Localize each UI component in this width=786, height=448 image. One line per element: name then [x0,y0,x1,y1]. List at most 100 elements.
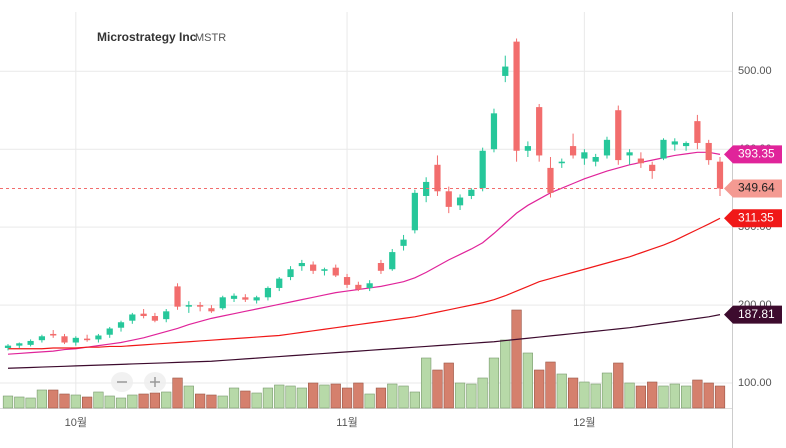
zoom-controls[interactable] [111,372,166,392]
candle-body [558,161,565,164]
candle-body [61,336,68,343]
volume-bar [172,377,183,409]
candle-body [716,161,724,189]
volume-bar [432,369,443,409]
candle-body [106,328,113,335]
price-flag [724,305,782,324]
volume-bar [579,381,590,409]
volume-bar [421,357,432,409]
candle-body [434,164,441,192]
candle-body [490,113,498,150]
volume-bar [409,391,420,409]
candle-body [163,311,170,320]
volume-bar [195,393,206,409]
y-tick-label: 500.00 [738,65,772,77]
price-flag [724,209,782,228]
moving-average-line [8,217,721,350]
candle-body [468,189,475,196]
candle-body [671,141,678,145]
candle-body [174,286,181,307]
candle-body [603,139,611,156]
volume-bar [466,383,477,409]
volume-bar [375,387,387,409]
volume-bar [251,392,262,409]
candle-body [242,297,249,300]
volume-bar [59,393,70,409]
candle-body [276,278,283,288]
candle-body [524,146,531,151]
volume-bar [104,395,115,409]
volume-bar [228,387,240,409]
candle-body [479,150,486,189]
volume-bar [647,381,658,409]
volume-bar [2,395,14,409]
volume-bar [161,391,172,409]
candle-body [140,313,147,317]
candle-body [456,197,464,206]
volume-bar [138,393,149,409]
candle-body [682,142,690,147]
candle-body [95,335,102,340]
x-tick-label: 12월 [573,416,595,429]
candle-body [129,314,136,321]
moving-average-line [7,151,721,355]
candle-body [411,192,418,231]
volume-bar [601,372,613,409]
volume-bar [364,393,375,409]
candle-body [264,287,272,298]
candle-body [197,305,204,307]
volume-bar [658,385,669,409]
candle-body [649,164,656,172]
volume-bar [556,373,567,409]
volume-bar [240,390,251,409]
candle-body [27,340,34,345]
volume-bar [14,396,25,409]
chart-title: Microstrategy Inc [97,30,197,44]
volume-bar [262,387,274,409]
volume-bar [567,377,579,409]
volume-bar [624,382,635,409]
candle-body [513,41,520,151]
candle-body [230,295,238,299]
chart-subtitle: MSTR [195,32,226,44]
candle-body [536,107,543,156]
volume-bar [206,394,217,409]
candle-body [445,191,452,207]
price-flag [724,179,782,198]
volume-bar [149,392,161,409]
volume-bar [274,384,285,409]
candle-body [151,316,159,321]
volume-bar [217,395,228,409]
candle-body [592,156,599,162]
candle-body [366,283,373,288]
volume-bar [714,385,726,409]
volume-bar [82,396,93,409]
price-flag-label: 187.81 [738,307,775,321]
volume-bar [308,382,319,409]
volume-bar [296,387,307,409]
volume-bar [635,385,646,409]
x-tick-label: 10월 [65,416,87,429]
volume-bar [398,385,409,409]
candle-body [332,267,339,276]
candle-body [287,269,294,278]
volume-bar [454,382,466,409]
x-tick-label: 11월 [336,416,358,429]
price-flag-label: 349.64 [738,181,775,195]
volume-bar [511,309,522,409]
candle-body [660,139,667,159]
candle-body [343,277,351,285]
candle-body [377,263,385,271]
price-flag-label: 311.35 [738,210,774,224]
volume-bar [488,357,500,409]
volume-bar [341,387,353,409]
candle-body [626,152,633,156]
volume-bar [500,339,511,409]
volume-bar [70,394,81,409]
candle-body [84,338,91,341]
candle-body [400,239,407,246]
volume-bar [353,382,364,409]
volume-bar [183,385,194,409]
volume-bar [48,389,59,409]
candle-body [547,167,554,193]
